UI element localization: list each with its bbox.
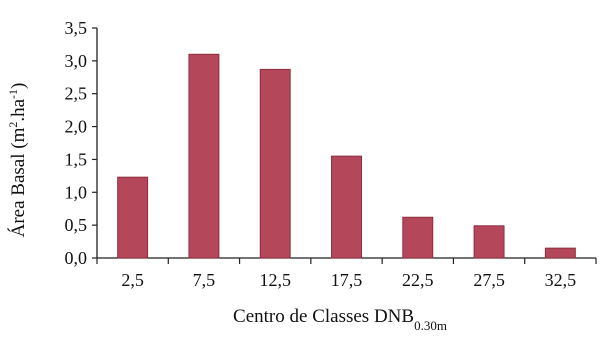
y-tick-label: 0,0: [65, 248, 88, 268]
bar: [402, 216, 434, 259]
bars: [117, 53, 576, 259]
y-axis-label-mid: .ha: [8, 98, 29, 121]
x-tick-label: 2,5: [121, 270, 144, 290]
y-axis-label-end: ): [8, 83, 29, 89]
x-axis: 2,5 7,5 12,5 17,5 22,5 27,5 32,5: [96, 257, 597, 290]
bar: [473, 225, 505, 259]
x-axis-label: Centro de Classes DNB0.30m: [233, 306, 447, 332]
bar: [259, 68, 291, 259]
x-tick-label: 22,5: [402, 270, 434, 290]
x-tick-label: 7,5: [193, 270, 216, 290]
y-axis-label-sup1: 2: [6, 122, 20, 128]
y-axis-label-sup2: -1: [6, 89, 20, 99]
y-tick-label: 2,5: [65, 84, 88, 104]
y-axis-label-main: Área Basal (m: [7, 127, 29, 237]
y-tick-label: 3,5: [65, 18, 88, 38]
x-tick-label: 12,5: [259, 270, 291, 290]
bar: [544, 247, 576, 259]
y-tick-label: 1,5: [65, 149, 88, 169]
bar: [331, 155, 362, 259]
x-tick-label: 27,5: [473, 270, 505, 290]
bar: [117, 176, 149, 259]
y-axis: 0,0 0,5 1,0 1,5 2,0 2,5 3,0 3,5: [65, 18, 98, 268]
bar: [188, 53, 220, 259]
y-tick-label: 1,0: [65, 182, 88, 202]
x-axis-label-sub: 0.30m: [414, 318, 447, 333]
y-tick-label: 2,0: [65, 117, 88, 137]
x-tick-label: 32,5: [545, 270, 577, 290]
y-tick-label: 0,5: [65, 215, 88, 235]
x-tick-label: 17,5: [331, 270, 363, 290]
x-axis-label-main: Centro de Classes DNB: [233, 306, 414, 327]
y-tick-label: 3,0: [65, 51, 88, 71]
y-axis-label: Área Basal (m2.ha-1): [6, 83, 29, 238]
